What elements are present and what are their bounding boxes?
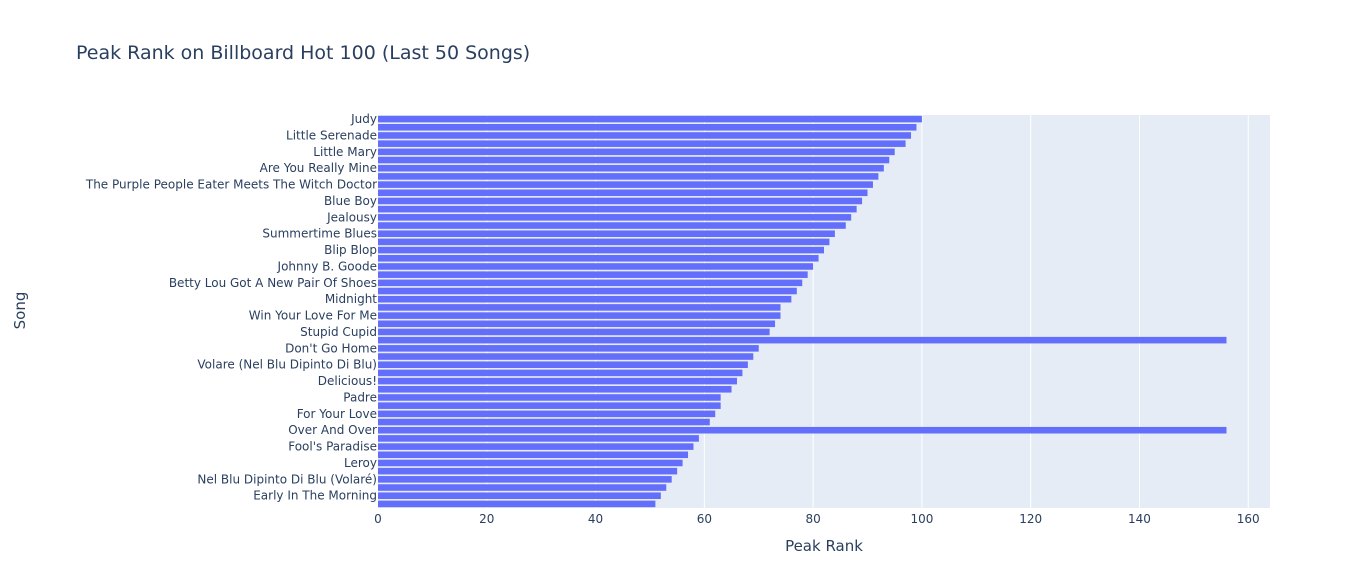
- y-tick-label: Nel Blu Dipinto Di Blu (Volaré): [197, 472, 377, 486]
- y-tick-label: Padre: [343, 390, 377, 404]
- bar[interactable]: [378, 345, 759, 352]
- y-tick-label: Betty Lou Got A New Pair Of Shoes: [169, 276, 377, 290]
- x-axis-label: Peak Rank: [785, 537, 863, 555]
- bar[interactable]: [378, 312, 781, 319]
- bar[interactable]: [378, 164, 884, 172]
- y-tick-label: Little Serenade: [286, 128, 377, 142]
- x-tick-label: 60: [697, 512, 712, 526]
- x-tick-label: 120: [1019, 512, 1042, 526]
- bar[interactable]: [378, 353, 754, 360]
- y-tick-label: Blip Blop: [324, 243, 377, 257]
- bar[interactable]: [378, 287, 797, 295]
- bar[interactable]: [378, 238, 830, 246]
- bar[interactable]: [378, 205, 857, 213]
- y-tick-label: Stupid Cupid: [300, 325, 377, 339]
- bar[interactable]: [378, 132, 912, 139]
- y-tick-label: Don't Go Home: [285, 341, 377, 355]
- chart-title: Peak Rank on Billboard Hot 100 (Last 50 …: [76, 42, 531, 64]
- bar[interactable]: [378, 418, 710, 426]
- bar[interactable]: [378, 124, 917, 131]
- bar[interactable]: [378, 230, 835, 237]
- bar[interactable]: [378, 484, 667, 491]
- bar[interactable]: [378, 140, 906, 147]
- y-tick-label: Over And Over: [288, 423, 377, 437]
- y-tick-label: Summertime Blues: [262, 227, 377, 241]
- bar[interactable]: [378, 386, 732, 393]
- bar[interactable]: [378, 410, 716, 418]
- bar[interactable]: [378, 173, 879, 180]
- bar[interactable]: [378, 369, 743, 377]
- bar[interactable]: [378, 476, 672, 483]
- x-tick-label: 100: [910, 512, 933, 526]
- x-tick-label: 0: [374, 512, 382, 526]
- bar[interactable]: [378, 435, 699, 442]
- bar[interactable]: [378, 467, 678, 475]
- y-tick-label: Midnight: [325, 292, 377, 306]
- x-tick-label: 40: [588, 512, 603, 526]
- y-tick-label: Win Your Love For Me: [249, 309, 377, 323]
- x-tick-label: 20: [479, 512, 494, 526]
- bar[interactable]: [378, 197, 863, 205]
- plot-area: [378, 115, 1270, 508]
- bar[interactable]: [378, 295, 792, 303]
- bar[interactable]: [378, 328, 770, 336]
- bar[interactable]: [378, 214, 852, 221]
- x-tick-label: 80: [805, 512, 820, 526]
- bar[interactable]: [378, 394, 721, 401]
- bar[interactable]: [378, 181, 873, 188]
- bar[interactable]: [378, 156, 890, 164]
- y-tick-label: Little Mary: [313, 145, 377, 159]
- bar[interactable]: [378, 443, 694, 450]
- y-tick-label: Delicious!: [318, 374, 377, 388]
- y-tick-label: Early In The Morning: [253, 489, 377, 503]
- y-tick-label: Fool's Paradise: [288, 440, 377, 454]
- y-tick-label: The Purple People Eater Meets The Witch …: [85, 178, 377, 192]
- bar[interactable]: [378, 426, 1227, 434]
- y-tick-label: Leroy: [344, 456, 377, 470]
- bar[interactable]: [378, 304, 781, 311]
- bar[interactable]: [378, 246, 824, 254]
- x-tick-labels: 0 20 40 60 80 100 120 140 160: [374, 512, 1260, 526]
- bar[interactable]: [378, 320, 776, 328]
- x-tick-label: 140: [1128, 512, 1151, 526]
- y-tick-label: Are You Really Mine: [260, 161, 377, 175]
- bar[interactable]: [378, 361, 748, 368]
- y-tick-label: Jealousy: [326, 210, 377, 224]
- bar[interactable]: [378, 402, 721, 409]
- bar[interactable]: [378, 189, 868, 197]
- y-tick-label: Blue Boy: [324, 194, 377, 208]
- bars: [378, 115, 1227, 508]
- y-axis-label: Song: [11, 292, 29, 330]
- bar[interactable]: [378, 279, 803, 287]
- bar[interactable]: [378, 263, 814, 270]
- bar[interactable]: [378, 451, 689, 459]
- y-tick-label: Volare (Nel Blu Dipinto Di Blu): [197, 358, 377, 372]
- bar[interactable]: [378, 271, 808, 278]
- bar[interactable]: [378, 148, 895, 156]
- bar[interactable]: [378, 336, 1227, 344]
- bar[interactable]: [378, 222, 846, 229]
- bar[interactable]: [378, 492, 661, 499]
- bar[interactable]: [378, 377, 737, 385]
- y-tick-label: For Your Love: [297, 407, 377, 421]
- bar[interactable]: [378, 255, 819, 262]
- x-tick-label: 160: [1237, 512, 1260, 526]
- y-tick-labels: Judy Little Serenade Little Mary Are You Re…: [85, 112, 377, 503]
- bar[interactable]: [378, 500, 656, 508]
- y-tick-label: Judy: [350, 112, 377, 126]
- bar[interactable]: [378, 459, 683, 467]
- y-tick-label: Johnny B. Goode: [277, 259, 377, 273]
- bar[interactable]: [378, 115, 922, 123]
- gridlines: [486, 115, 1249, 508]
